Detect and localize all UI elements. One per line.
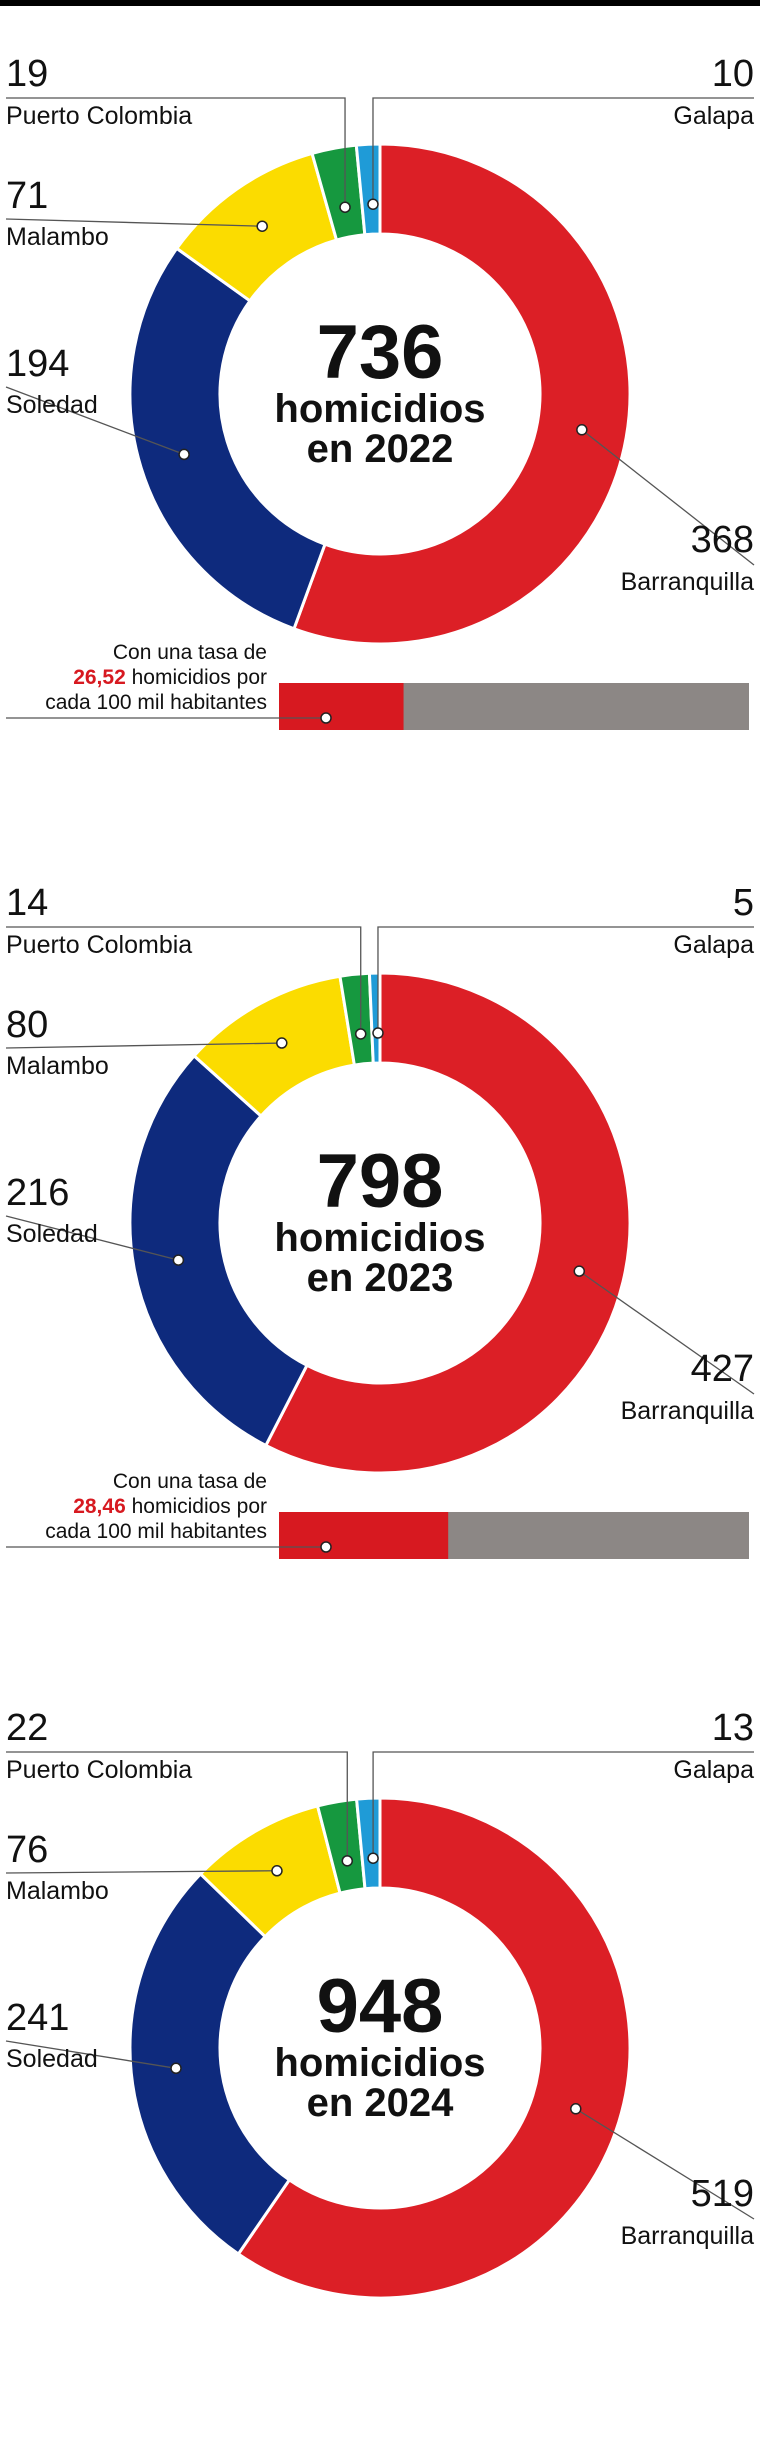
leader-line-puerto-colombia bbox=[6, 926, 362, 1034]
leader-line-malambo bbox=[5, 1870, 277, 1874]
leader-dot-barranquilla bbox=[573, 1265, 586, 1277]
center-label-line2: en 2024 bbox=[307, 2081, 455, 2125]
center-label-line2: en 2022 bbox=[307, 427, 454, 471]
value-label-barranquilla: 427 bbox=[691, 1348, 754, 1390]
rate-value: 26,52 bbox=[73, 666, 126, 689]
leader-line-galapa bbox=[372, 97, 754, 205]
value-label-soledad: 216 bbox=[6, 1172, 69, 1214]
value-label-puerto-colombia: 19 bbox=[6, 53, 48, 95]
slice-barranquilla bbox=[263, 971, 632, 1475]
total-value: 736 bbox=[317, 310, 444, 395]
top-rule bbox=[0, 0, 760, 6]
leader-dot-barranquilla bbox=[576, 424, 588, 436]
leader-line-soledad bbox=[5, 1215, 179, 1261]
category-label-galapa: Galapa bbox=[673, 1756, 754, 1784]
leader-line-soledad bbox=[5, 2040, 177, 2069]
leader-dot-barranquilla bbox=[570, 2103, 582, 2115]
donut-chart-2023: 427 Barranquilla 216 Soledad 80 Malambo 14 Puer… bbox=[5, 882, 755, 1559]
value-label-malambo: 80 bbox=[6, 1004, 48, 1046]
leader-line-puerto-colombia bbox=[6, 1751, 348, 1861]
leader-dot-soledad bbox=[178, 448, 190, 461]
rate-suffix: homicidios por bbox=[126, 666, 267, 689]
slice-galapa bbox=[354, 142, 382, 237]
slice-soledad bbox=[128, 1871, 292, 2257]
rate-text-line1: Con una tasa de bbox=[113, 641, 267, 664]
rate-leader-dot bbox=[320, 1541, 332, 1553]
category-label-soledad: Soledad bbox=[6, 1220, 98, 1248]
value-label-puerto-colombia: 14 bbox=[6, 882, 48, 924]
leader-dot-galapa bbox=[372, 1027, 384, 1039]
leader-line-malambo bbox=[5, 1042, 282, 1049]
rate-text-line3: cada 100 mil habitantes bbox=[45, 1520, 267, 1543]
value-label-barranquilla: 368 bbox=[691, 519, 754, 561]
leader-line-galapa bbox=[377, 926, 754, 1034]
leader-dot-malambo bbox=[256, 220, 268, 232]
slice-barranquilla bbox=[236, 1796, 632, 2300]
center-label-line1: homicidios bbox=[274, 1216, 485, 1260]
value-label-malambo: 71 bbox=[6, 175, 48, 217]
donut-chart-2022: 368 Barranquilla 194 Soledad 71 Malambo 19 Puer… bbox=[5, 53, 755, 730]
slice-barranquilla bbox=[292, 142, 632, 646]
leader-dot-galapa bbox=[367, 1852, 379, 1864]
rate-bar-fill bbox=[279, 683, 404, 730]
rate-text-line1: Con una tasa de bbox=[113, 1470, 267, 1493]
category-label-galapa: Galapa bbox=[673, 931, 754, 959]
value-label-soledad: 194 bbox=[6, 343, 69, 385]
leader-line-galapa bbox=[372, 1751, 754, 1859]
donut-panel-2022: 368 Barranquilla 194 Soledad 71 Malambo 19 Puer… bbox=[0, 0, 760, 790]
category-label-barranquilla: Barranquilla bbox=[621, 1397, 755, 1425]
leader-dot-malambo bbox=[271, 1865, 283, 1877]
category-label-malambo: Malambo bbox=[6, 1052, 109, 1080]
leader-dot-puerto-colombia bbox=[339, 201, 351, 213]
value-label-malambo: 76 bbox=[6, 1829, 48, 1871]
slice-galapa bbox=[354, 1796, 382, 1891]
rate-text-line2: 28,46 homicidios por bbox=[73, 1495, 267, 1518]
value-label-galapa: 5 bbox=[733, 882, 754, 924]
donut-chart-2024: 519 Barranquilla 241 Soledad 76 Malambo 22 Puer… bbox=[5, 1707, 755, 2300]
leader-line-soledad bbox=[5, 386, 185, 455]
center-label-line1: homicidios bbox=[274, 2041, 485, 2085]
total-value: 798 bbox=[317, 1139, 444, 1224]
leader-line-barranquilla bbox=[581, 429, 755, 566]
leader-dot-soledad bbox=[170, 2062, 182, 2075]
rate-leader-dot bbox=[320, 712, 332, 724]
slice-soledad bbox=[128, 246, 327, 631]
category-label-soledad: Soledad bbox=[6, 391, 98, 419]
value-label-puerto-colombia: 22 bbox=[6, 1707, 48, 1749]
category-label-puerto-colombia: Puerto Colombia bbox=[6, 102, 192, 130]
leader-line-barranquilla bbox=[578, 1270, 755, 1395]
slice-soledad bbox=[128, 1053, 309, 1448]
rate-suffix: homicidios por bbox=[126, 1495, 267, 1518]
category-label-puerto-colombia: Puerto Colombia bbox=[6, 931, 192, 959]
rate-text-line2: 26,52 homicidios por bbox=[73, 666, 267, 689]
category-label-malambo: Malambo bbox=[6, 1877, 109, 1905]
rate-text-line3: cada 100 mil habitantes bbox=[45, 691, 267, 714]
leader-dot-puerto-colombia bbox=[341, 1855, 354, 1867]
leader-dot-galapa bbox=[367, 198, 379, 210]
total-value: 948 bbox=[317, 1964, 444, 2049]
value-label-barranquilla: 519 bbox=[691, 2173, 754, 2215]
rate-bar-fill bbox=[279, 1512, 449, 1559]
value-label-galapa: 13 bbox=[712, 1707, 754, 1749]
center-label-line1: homicidios bbox=[274, 387, 485, 431]
donut-panel-2023: 427 Barranquilla 216 Soledad 80 Malambo 14 Puer… bbox=[0, 829, 760, 1619]
donut-panel-2024: 519 Barranquilla 241 Soledad 76 Malambo 22 Puer… bbox=[0, 1654, 760, 2444]
category-label-galapa: Galapa bbox=[673, 102, 754, 130]
category-label-barranquilla: Barranquilla bbox=[621, 2222, 755, 2250]
leader-line-puerto-colombia bbox=[6, 97, 346, 208]
category-label-puerto-colombia: Puerto Colombia bbox=[6, 1756, 192, 1784]
value-label-galapa: 10 bbox=[712, 53, 754, 95]
rate-value: 28,46 bbox=[73, 1495, 126, 1518]
leader-dot-malambo bbox=[276, 1037, 288, 1049]
center-label-line2: en 2023 bbox=[307, 1256, 454, 1300]
leader-dot-puerto-colombia bbox=[354, 1028, 367, 1040]
leader-dot-soledad bbox=[172, 1254, 185, 1266]
leader-line-barranquilla bbox=[575, 2108, 755, 2220]
category-label-malambo: Malambo bbox=[6, 223, 109, 251]
leader-line-malambo bbox=[5, 218, 263, 227]
category-label-barranquilla: Barranquilla bbox=[621, 568, 755, 596]
value-label-soledad: 241 bbox=[6, 1997, 69, 2039]
category-label-soledad: Soledad bbox=[6, 2045, 98, 2073]
